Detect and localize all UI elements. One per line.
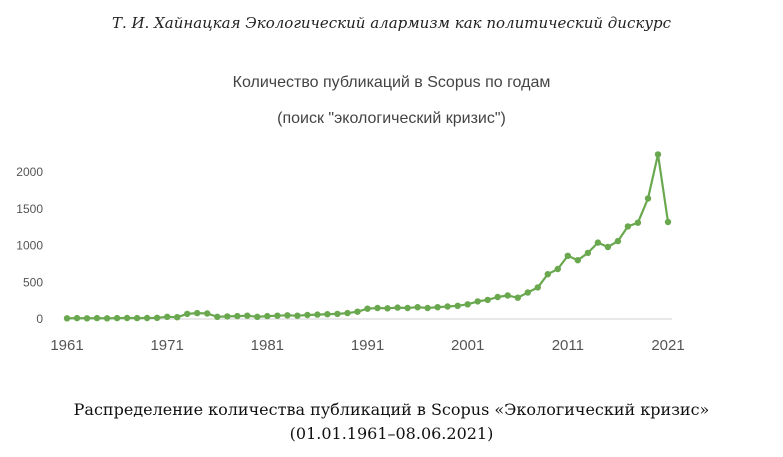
data-point: [103, 315, 111, 322]
figure-caption-line-2: (01.01.1961–08.06.2021): [289, 424, 494, 443]
data-point: [514, 294, 521, 301]
x-tick-label: 2021: [651, 337, 684, 354]
data-point: [224, 313, 231, 320]
data-point: [634, 219, 642, 226]
chart-title: Количество публикаций в Scopus по годам: [232, 74, 551, 91]
data-point: [394, 304, 401, 311]
data-point: [264, 312, 271, 320]
data-point: [484, 296, 491, 304]
data-point: [404, 304, 411, 312]
x-tick-label: 1981: [251, 337, 284, 354]
series-line: [66, 153, 670, 320]
y-tick-label: 1000: [16, 239, 43, 253]
data-point: [143, 314, 151, 322]
data-point: [304, 311, 311, 319]
y-tick-label: 1500: [16, 202, 43, 216]
data-point: [133, 314, 141, 322]
data-point: [164, 313, 171, 320]
data-point: [204, 310, 211, 317]
data-point: [644, 195, 652, 202]
data-point: [464, 301, 471, 308]
x-tick-label: 1961: [50, 337, 83, 354]
data-point: [294, 312, 301, 319]
data-point: [153, 314, 161, 321]
data-point: [174, 314, 181, 321]
data-point: [524, 289, 531, 296]
data-point: [344, 309, 351, 317]
chart-subtitle: (поиск "экологический кризис"): [277, 110, 506, 127]
chart-tick-labels: 1961 1971 1981 1991 2001 2011 2021 0 500 1000 1500…: [16, 165, 684, 354]
data-point: [254, 313, 261, 320]
data-point: [444, 303, 451, 310]
data-point: [624, 223, 632, 230]
data-point: [244, 312, 251, 319]
data-point: [434, 304, 441, 311]
x-tick-label: 1991: [351, 337, 384, 354]
data-point: [324, 311, 331, 318]
data-point: [194, 309, 201, 317]
y-tick-label: 2000: [16, 165, 43, 179]
data-point: [214, 313, 221, 320]
data-point: [123, 314, 131, 322]
x-tick-label: 1971: [150, 337, 183, 354]
data-point: [654, 151, 662, 158]
data-point: [594, 239, 602, 246]
data-point: [604, 243, 612, 251]
y-tick-label: 500: [23, 275, 43, 289]
data-point: [83, 315, 91, 322]
data-point: [614, 237, 622, 245]
data-point: [384, 305, 391, 312]
data-point: [334, 310, 341, 318]
data-point: [364, 305, 371, 312]
y-tick-label: 0: [36, 312, 43, 326]
data-point: [414, 304, 421, 311]
chart-series: [63, 151, 672, 322]
x-tick-label: 2011: [552, 337, 584, 354]
x-tick-label: 2001: [451, 337, 484, 354]
data-point: [544, 271, 551, 278]
data-point: [424, 304, 431, 312]
data-point: [374, 304, 381, 312]
data-point: [314, 311, 321, 318]
figure-caption-line-1: Распределение количества публикаций в Sc…: [73, 400, 710, 419]
data-point: [63, 315, 71, 322]
data-point: [584, 249, 592, 257]
data-point: [534, 284, 541, 291]
data-point: [354, 308, 361, 315]
data-point: [504, 292, 511, 299]
data-point: [664, 218, 672, 226]
data-point: [574, 257, 581, 264]
data-point: [564, 252, 571, 259]
data-point: [474, 298, 481, 305]
data-point: [73, 314, 81, 322]
data-point: [274, 312, 281, 319]
figure-caption: Распределение количества публикаций в Sc…: [0, 398, 783, 446]
data-point: [93, 314, 101, 322]
data-point: [184, 310, 191, 318]
data-point: [284, 312, 291, 319]
data-point: [454, 302, 461, 309]
data-point: [113, 314, 121, 322]
data-point: [234, 312, 241, 320]
data-point: [554, 265, 561, 273]
data-point: [494, 293, 501, 301]
page-header: Т. И. Хайнацкая Экологический алармизм к…: [111, 14, 672, 32]
